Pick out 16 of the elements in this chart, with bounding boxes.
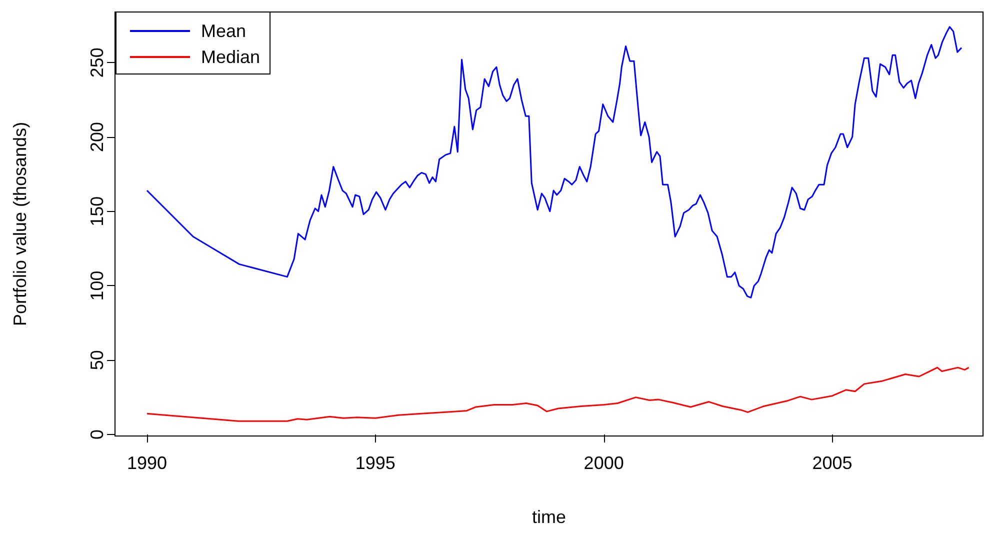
y-tick-label: 100 xyxy=(87,270,107,301)
y-tick-label: 200 xyxy=(87,122,107,152)
x-tick-label: 1995 xyxy=(355,453,396,473)
y-axis-title: Portfolio value (thosands) xyxy=(10,122,30,326)
legend-label: Mean xyxy=(201,21,246,41)
line-series xyxy=(146,26,962,298)
x-tick-label: 2005 xyxy=(812,453,852,473)
line-series xyxy=(146,366,970,422)
legend-label: Median xyxy=(201,47,260,67)
y-tick-label: 50 xyxy=(87,350,107,370)
x-axis-title: time xyxy=(532,507,566,527)
y-tick-label: 250 xyxy=(87,48,107,78)
x-tick-label: 2000 xyxy=(584,453,624,473)
y-tick-label: 150 xyxy=(87,196,107,226)
y-tick-label: 0 xyxy=(87,430,107,440)
x-tick-label: 1990 xyxy=(126,453,167,473)
